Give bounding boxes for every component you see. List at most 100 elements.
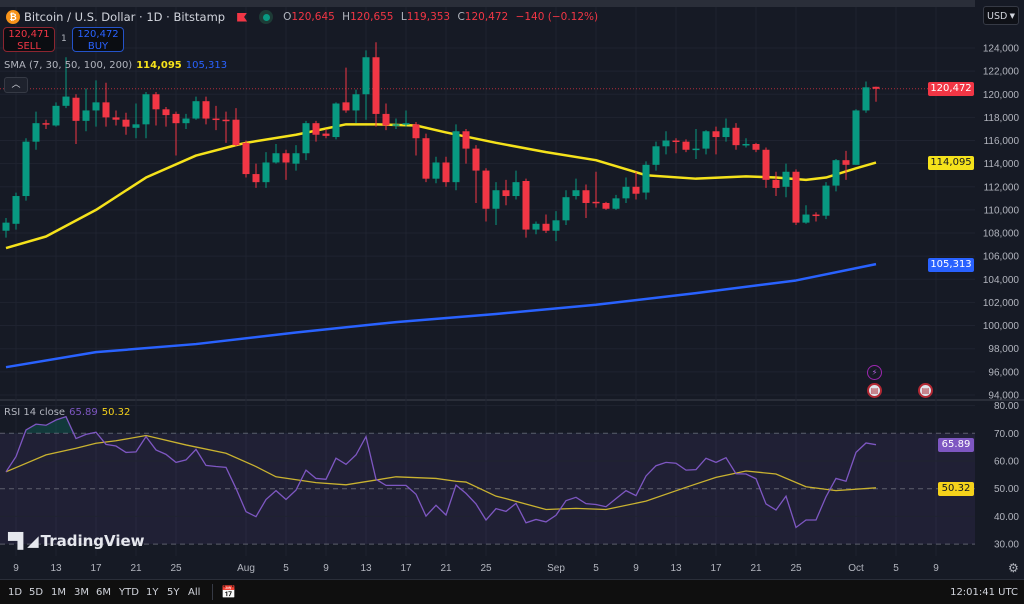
candle-body <box>232 119 240 146</box>
rsi-line <box>5 415 877 529</box>
range-5y[interactable]: 5Y <box>167 587 180 598</box>
candle <box>562 190 570 225</box>
time-tick-label: 9 <box>633 563 639 574</box>
candle-body <box>362 57 370 95</box>
range-3m[interactable]: 3M <box>74 587 89 598</box>
price-tick-label: 106,000 <box>983 252 1020 263</box>
collapse-legend-button[interactable]: ︿ <box>4 77 28 93</box>
candle <box>82 88 90 132</box>
range-all[interactable]: All <box>188 587 201 598</box>
rsi-legend[interactable]: RSI 14 close 65.89 50.32 <box>4 407 130 418</box>
candle-body <box>402 123 410 125</box>
chart-canvas[interactable]: 9 13 17 21 25 Aug 5 9 13 17 21 25 Sep 5 9 13 17 21 25 Oct 5 9… <box>0 0 1024 579</box>
candle-body <box>62 96 70 106</box>
candle <box>512 170 520 200</box>
candle <box>112 110 120 126</box>
candle-body <box>432 162 440 179</box>
candle <box>382 103 390 131</box>
candle-body <box>132 124 140 128</box>
range-1d[interactable]: 1D <box>8 587 23 598</box>
range-1m[interactable]: 1M <box>51 587 66 598</box>
candle-body <box>262 162 270 183</box>
candle <box>662 131 670 155</box>
time-tick-label: 9 <box>933 563 939 574</box>
rsi-tick-label: 50.00 <box>994 484 1019 495</box>
candle <box>292 145 300 171</box>
lightning-icon[interactable]: ⚡ <box>867 365 882 380</box>
candle <box>32 111 40 150</box>
candle <box>492 182 500 225</box>
range-6m[interactable]: 6M <box>96 587 111 598</box>
candle <box>872 86 880 102</box>
time-tick-label: 25 <box>170 563 182 574</box>
top-strip <box>0 0 1024 7</box>
candle-body <box>42 123 50 125</box>
range-ytd[interactable]: YTD <box>119 587 139 598</box>
candle-body <box>762 149 770 180</box>
price-tick-label: 110,000 <box>984 205 1020 216</box>
candle <box>732 123 740 150</box>
time-tick-label: Oct <box>848 563 864 574</box>
candle-body <box>282 153 290 163</box>
calendar-goto-icon[interactable]: 📅 <box>221 585 236 599</box>
quantity[interactable]: 1 <box>61 34 67 44</box>
candle-body <box>102 102 110 118</box>
candle <box>712 126 720 155</box>
candle-body <box>702 131 710 149</box>
range-5d[interactable]: 5D <box>29 587 44 598</box>
candle <box>202 96 210 125</box>
sma-legend[interactable]: SMA (7, 30, 50, 100, 200) 114,095 105,313 <box>4 60 227 71</box>
range-1y[interactable]: 1Y <box>146 587 159 598</box>
price-tick-label: 120,000 <box>983 90 1020 101</box>
flag-icon[interactable] <box>237 12 248 22</box>
candle <box>62 57 70 109</box>
candle <box>192 96 200 120</box>
price-tick-label: 114,000 <box>984 159 1020 170</box>
buy-button[interactable]: 120,472 BUY <box>72 27 124 52</box>
currency-value: USD <box>987 11 1008 22</box>
us-flag-icon[interactable]: ▤ <box>867 383 882 398</box>
candle-body <box>192 101 200 119</box>
candle-body <box>202 101 210 119</box>
time-tick-label: 13 <box>670 563 682 574</box>
rsi-label: RSI 14 close <box>4 407 66 418</box>
time-tick-label: 13 <box>50 563 62 574</box>
candle <box>12 192 20 230</box>
candle <box>272 143 280 164</box>
candle-body <box>772 179 780 188</box>
gear-icon[interactable]: ⚙ <box>1008 561 1019 575</box>
candle <box>412 122 420 156</box>
chevron-down-icon: ▼ <box>1009 12 1015 20</box>
candle-body <box>512 182 520 197</box>
candle-body <box>752 143 760 150</box>
sell-button[interactable]: 120,471 SELL <box>3 27 55 52</box>
sell-price: 120,471 <box>8 29 50 40</box>
candle-body <box>622 186 630 199</box>
candle-body <box>592 201 600 204</box>
candle <box>622 177 630 203</box>
candle-body <box>382 113 390 126</box>
candle-body <box>692 148 700 151</box>
candle-body <box>712 131 720 138</box>
candle <box>212 105 220 131</box>
candle-body <box>252 174 260 183</box>
clock[interactable]: 12:01:41 UTC <box>950 587 1018 598</box>
candle-body <box>392 124 400 126</box>
candle <box>22 138 30 201</box>
candle-body <box>722 127 730 138</box>
candle-body <box>372 57 380 114</box>
candle <box>92 80 100 127</box>
candle <box>222 111 230 143</box>
candle <box>312 120 320 142</box>
rsi-tick-label: 60.00 <box>994 457 1019 468</box>
symbol-title[interactable]: Bitcoin / U.S. Dollar · 1D · Bitstamp <box>24 10 226 24</box>
us-flag-icon[interactable]: ▤ <box>918 383 933 398</box>
price-tick-label: 122,000 <box>983 67 1020 78</box>
candle <box>352 89 360 124</box>
candle <box>532 221 540 235</box>
candle <box>432 156 440 184</box>
candle-body <box>572 190 580 197</box>
candle <box>302 120 310 161</box>
candle <box>832 159 840 192</box>
currency-select[interactable]: USD ▼ <box>983 6 1019 25</box>
